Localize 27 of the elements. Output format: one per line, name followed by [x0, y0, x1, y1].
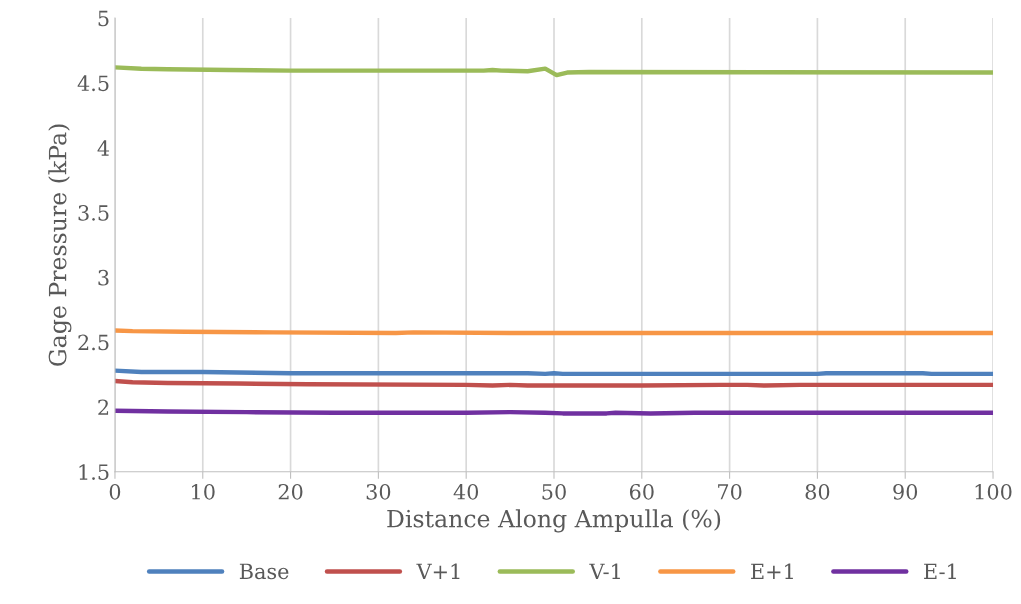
x-tick-label: 20 [278, 483, 303, 500]
y-tick-label: 5 [98, 10, 109, 27]
legend-label: E+1 [751, 563, 793, 579]
legend-label: Base [239, 563, 289, 580]
x-tick-label: 70 [718, 483, 742, 500]
legend-label: E-1 [924, 563, 956, 579]
x-tick-label: 0 [109, 483, 121, 500]
y-tick-label: 1.5 [79, 464, 109, 480]
x-tick-label: 40 [453, 483, 479, 500]
y-tick-label: 4 [97, 140, 110, 156]
legend-label: V-1 [589, 563, 620, 579]
x-axis-title: Distance Along Ampulla (%) [387, 509, 721, 533]
x-tick-label: 10 [192, 483, 215, 500]
x-tick-label: 30 [366, 483, 391, 500]
x-tick-label: 90 [893, 483, 918, 500]
y-tick-label: 2 [98, 399, 109, 415]
x-tick-label: 100 [975, 483, 1012, 500]
y-tick-label: 3.5 [78, 204, 109, 221]
x-tick-label: 60 [629, 483, 654, 500]
line-series [114, 65, 994, 78]
y-axis-title: Gage Pressure (kPa) [48, 124, 72, 366]
x-tick-label: 50 [542, 483, 566, 500]
legend-label: V+1 [416, 563, 460, 579]
x-tick-label: 80 [805, 483, 830, 500]
y-tick-label: 2.5 [78, 334, 109, 351]
y-tick-label: 4.5 [77, 75, 109, 92]
y-tick-label: 3 [98, 269, 109, 286]
